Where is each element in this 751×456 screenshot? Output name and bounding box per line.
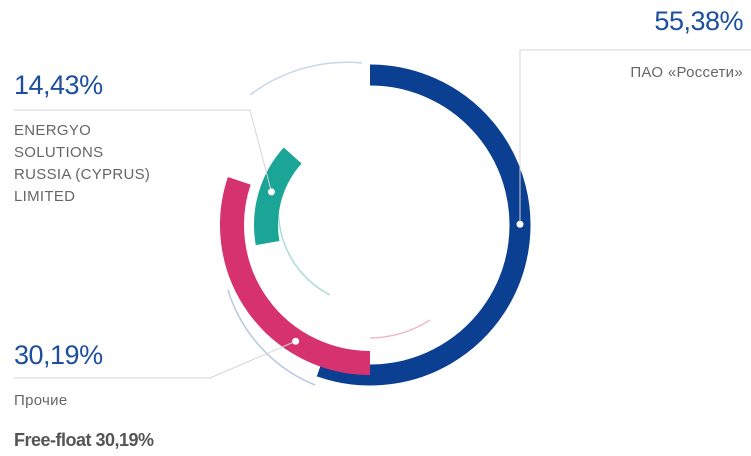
- leader-dot: [267, 188, 275, 196]
- ring-segment: [220, 176, 371, 375]
- leader-line: [14, 340, 296, 379]
- value-label: 30,19%: [14, 340, 103, 370]
- category-label: ENERGYO SOLUTIONS RUSSIA (CYPRUS) LIMITE…: [14, 122, 151, 205]
- category-label: ПАО «Россети»: [630, 64, 743, 81]
- category-label: Прочие: [14, 392, 68, 409]
- guide-arc: [249, 61, 363, 96]
- ring-segment: [254, 147, 302, 246]
- leader-line: [14, 109, 272, 193]
- value-label: 14,43%: [14, 70, 103, 100]
- annotation: Free-float 30,19%: [14, 430, 154, 450]
- value-label: 55,38%: [654, 6, 743, 36]
- guide-arc: [227, 289, 316, 386]
- ring-segment: [316, 64, 531, 386]
- leader-dot: [292, 337, 300, 345]
- leader-dot: [516, 220, 524, 228]
- leader-line: [519, 49, 751, 225]
- guide-arc: [369, 319, 431, 339]
